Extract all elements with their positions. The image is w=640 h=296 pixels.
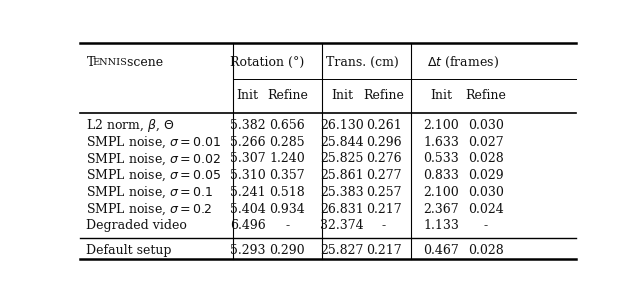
Text: Refine: Refine <box>465 89 506 102</box>
Text: ENNIS: ENNIS <box>93 58 128 67</box>
Text: 1.633: 1.633 <box>423 136 459 149</box>
Text: 2.100: 2.100 <box>423 186 459 199</box>
Text: Refine: Refine <box>267 89 308 102</box>
Text: L2 norm, $\beta$, $\Theta$: L2 norm, $\beta$, $\Theta$ <box>86 117 175 134</box>
Text: Refine: Refine <box>363 89 404 102</box>
Text: 0.276: 0.276 <box>365 152 401 165</box>
Text: -: - <box>285 219 289 232</box>
Text: Default setup: Default setup <box>86 244 172 258</box>
Text: -: - <box>381 219 386 232</box>
Text: 0.533: 0.533 <box>423 152 459 165</box>
Text: 25.861: 25.861 <box>320 169 364 182</box>
Text: 5.293: 5.293 <box>230 244 266 258</box>
Text: 0.277: 0.277 <box>366 169 401 182</box>
Text: 5.241: 5.241 <box>230 186 266 199</box>
Text: 0.030: 0.030 <box>468 119 504 132</box>
Text: 26.130: 26.130 <box>320 119 364 132</box>
Text: 0.518: 0.518 <box>269 186 305 199</box>
Text: 0.217: 0.217 <box>365 203 401 215</box>
Text: 0.467: 0.467 <box>423 244 459 258</box>
Text: 32.374: 32.374 <box>320 219 364 232</box>
Text: 1.240: 1.240 <box>269 152 305 165</box>
Text: 2.367: 2.367 <box>423 203 459 215</box>
Text: 0.028: 0.028 <box>468 152 504 165</box>
Text: 6.496: 6.496 <box>230 219 266 232</box>
Text: 0.030: 0.030 <box>468 186 504 199</box>
Text: 0.028: 0.028 <box>468 244 504 258</box>
Text: 0.024: 0.024 <box>468 203 504 215</box>
Text: 0.027: 0.027 <box>468 136 504 149</box>
Text: SMPL noise, $\sigma = 0.05$: SMPL noise, $\sigma = 0.05$ <box>86 168 222 184</box>
Text: 5.382: 5.382 <box>230 119 266 132</box>
Text: 25.844: 25.844 <box>320 136 364 149</box>
Text: 0.257: 0.257 <box>366 186 401 199</box>
Text: 0.261: 0.261 <box>365 119 401 132</box>
Text: 0.934: 0.934 <box>269 203 305 215</box>
Text: 25.383: 25.383 <box>320 186 364 199</box>
Text: 0.296: 0.296 <box>365 136 401 149</box>
Text: scene: scene <box>123 56 163 69</box>
Text: SMPL noise, $\sigma = 0.1$: SMPL noise, $\sigma = 0.1$ <box>86 185 214 200</box>
Text: 25.827: 25.827 <box>320 244 364 258</box>
Text: 5.266: 5.266 <box>230 136 266 149</box>
Text: 26.831: 26.831 <box>320 203 364 215</box>
Text: Trans. (cm): Trans. (cm) <box>326 56 399 69</box>
Text: 2.100: 2.100 <box>423 119 459 132</box>
Text: Init: Init <box>237 89 259 102</box>
Text: 25.825: 25.825 <box>320 152 364 165</box>
Text: 5.404: 5.404 <box>230 203 266 215</box>
Text: $\Delta t$ (frames): $\Delta t$ (frames) <box>428 55 499 70</box>
Text: SMPL noise, $\sigma = 0.01$: SMPL noise, $\sigma = 0.01$ <box>86 134 221 150</box>
Text: 1.133: 1.133 <box>423 219 459 232</box>
Text: Init: Init <box>430 89 452 102</box>
Text: T: T <box>86 56 95 69</box>
Text: 0.833: 0.833 <box>423 169 459 182</box>
Text: 0.217: 0.217 <box>365 244 401 258</box>
Text: 5.307: 5.307 <box>230 152 266 165</box>
Text: -: - <box>484 219 488 232</box>
Text: 0.029: 0.029 <box>468 169 504 182</box>
Text: Degraded video: Degraded video <box>86 219 188 232</box>
Text: 0.290: 0.290 <box>269 244 305 258</box>
Text: SMPL noise, $\sigma = 0.2$: SMPL noise, $\sigma = 0.2$ <box>86 201 213 217</box>
Text: Init: Init <box>331 89 353 102</box>
Text: 5.310: 5.310 <box>230 169 266 182</box>
Text: 0.285: 0.285 <box>269 136 305 149</box>
Text: 0.656: 0.656 <box>269 119 305 132</box>
Text: Rotation (°): Rotation (°) <box>230 56 305 69</box>
Text: SMPL noise, $\sigma = 0.02$: SMPL noise, $\sigma = 0.02$ <box>86 151 221 167</box>
Text: 0.357: 0.357 <box>269 169 305 182</box>
